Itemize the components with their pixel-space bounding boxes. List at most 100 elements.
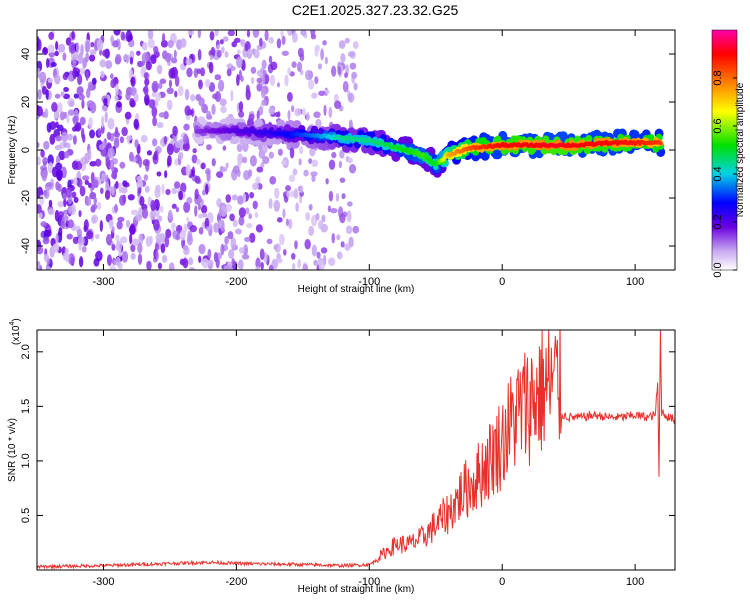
noise-blob: [73, 196, 79, 204]
noise-blob: [307, 79, 315, 90]
noise-blob: [47, 77, 54, 84]
svg-text:(x104): (x104): [9, 318, 22, 345]
noise-blob: [333, 93, 339, 103]
noise-blob: [79, 185, 86, 197]
noise-blob: [315, 212, 320, 221]
noise-blob: [72, 135, 77, 145]
noise-blob: [231, 41, 238, 48]
noise-blob: [83, 225, 88, 233]
noise-blob: [279, 233, 285, 246]
noise-blob: [216, 44, 220, 50]
noise-blob: [260, 86, 266, 99]
noise-blob: [111, 226, 115, 233]
noise-blob: [47, 154, 54, 166]
noise-blob: [225, 162, 229, 169]
noise-blob: [205, 226, 211, 232]
noise-blob: [201, 189, 206, 196]
spectrogram-x-axis-label: Height of straight line (km): [298, 284, 415, 295]
noise-blob: [160, 243, 166, 254]
noise-blob: [294, 108, 302, 117]
noise-blob: [129, 97, 135, 108]
noise-blob: [227, 30, 236, 37]
noise-blob: [158, 215, 163, 222]
noise-blob: [245, 84, 250, 94]
noise-blob: [101, 172, 107, 183]
noise-blob: [77, 52, 83, 64]
noise-blob: [299, 185, 304, 193]
noise-blob: [43, 253, 50, 262]
noise-blob: [62, 52, 67, 61]
noise-blob: [107, 117, 115, 130]
noise-blob: [58, 150, 66, 161]
noise-blob: [298, 158, 302, 166]
noise-blob: [68, 253, 76, 266]
noise-blob: [274, 187, 280, 200]
noise-blob: [174, 75, 180, 87]
noise-blob: [85, 196, 92, 207]
noise-blob: [261, 99, 268, 106]
noise-blob: [173, 49, 177, 59]
y-tick-label: 0: [20, 147, 32, 153]
noise-blob: [216, 171, 224, 179]
noise-blob: [139, 196, 145, 207]
noise-blob: [86, 230, 94, 240]
noise-blob: [259, 37, 263, 47]
noise-blob: [119, 136, 124, 144]
noise-blob: [134, 139, 139, 148]
noise-blob: [227, 231, 234, 240]
noise-blob: [185, 164, 191, 177]
noise-blob: [301, 107, 306, 116]
noise-blob: [342, 81, 349, 93]
noise-blob: [161, 183, 165, 195]
noise-blob: [236, 143, 243, 153]
noise-blob: [115, 234, 120, 242]
noise-blob: [209, 54, 214, 60]
noise-blob: [270, 61, 278, 71]
spectrogram-y-axis-label: Frequency (Hz): [7, 116, 18, 185]
noise-blob: [91, 215, 96, 224]
noise-blob: [142, 208, 149, 219]
noise-blob: [186, 216, 190, 223]
noise-blob: [178, 151, 184, 160]
noise-blob: [37, 260, 41, 270]
noise-blob: [337, 65, 342, 76]
noise-blob: [243, 236, 251, 243]
noise-blob: [41, 169, 48, 182]
noise-blob: [105, 157, 111, 168]
noise-blob: [106, 131, 112, 141]
noise-blob: [325, 178, 329, 185]
noise-blob: [111, 171, 118, 180]
noise-blob: [224, 235, 229, 245]
noise-blob: [248, 113, 255, 122]
snr-scale-label: (x10: [11, 325, 22, 345]
noise-blob: [150, 199, 156, 212]
noise-blob: [137, 175, 142, 182]
noise-blob: [168, 209, 173, 220]
noise-blob: [144, 185, 150, 193]
noise-blob: [287, 30, 293, 36]
noise-blob: [104, 111, 108, 123]
noise-blob: [114, 203, 118, 213]
noise-blob: [198, 255, 202, 263]
noise-blob: [207, 248, 212, 260]
noise-blob: [118, 90, 123, 97]
noise-blob: [60, 218, 66, 230]
noise-blob: [320, 48, 324, 61]
noise-blob: [46, 122, 52, 133]
noise-blob: [130, 76, 136, 88]
noise-blob: [328, 159, 336, 170]
noise-blob: [318, 260, 325, 270]
noise-blob: [76, 86, 84, 96]
noise-blob: [87, 81, 93, 92]
noise-blob: [156, 171, 162, 177]
noise-blob: [211, 103, 216, 115]
x-tick-label: -100: [358, 576, 380, 588]
noise-blob: [209, 31, 215, 41]
noise-blob: [94, 252, 102, 259]
noise-blob: [268, 36, 275, 44]
noise-blob: [294, 240, 298, 250]
noise-blob: [331, 65, 337, 77]
x-tick-label: -200: [225, 576, 247, 588]
noise-blob: [77, 73, 83, 86]
noise-blob: [213, 222, 220, 233]
